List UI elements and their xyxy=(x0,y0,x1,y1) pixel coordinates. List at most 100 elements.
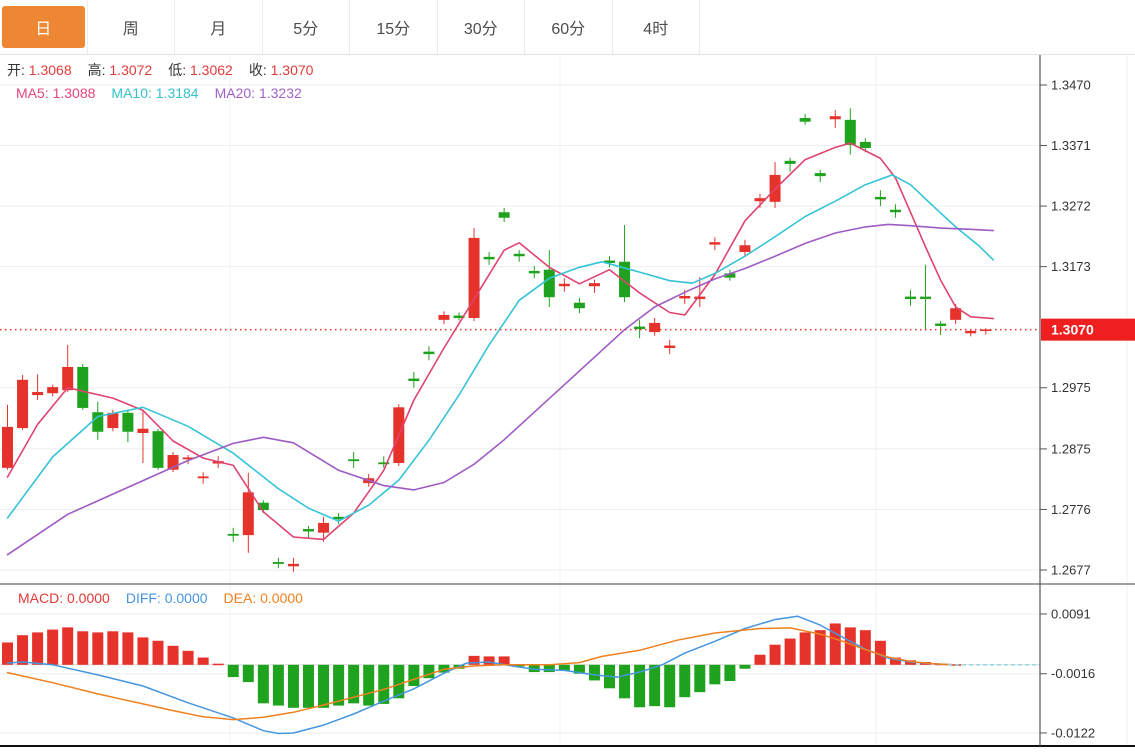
macd-bar xyxy=(468,655,480,665)
macd-bar xyxy=(588,664,600,681)
ohlc-readout: 开: 1.3068 高: 1.3072 低: 1.3062 收: 1.3070 xyxy=(7,60,329,80)
price-axis-label: 1.3470 xyxy=(1051,78,1091,93)
tab-monthly[interactable]: 月 xyxy=(175,0,263,54)
macd-bar xyxy=(257,664,269,704)
macd-bar xyxy=(649,664,661,707)
macd-bar xyxy=(498,656,510,665)
price-axis-label: 1.3173 xyxy=(1051,259,1091,274)
macd-bar xyxy=(634,664,646,708)
candle-body xyxy=(905,296,916,300)
candle-body xyxy=(408,378,420,382)
timeframe-tabbar: 日 周 月 5分 15分 30分 60分 4时 xyxy=(0,0,1135,55)
price-axis-label: 1.3272 xyxy=(1051,199,1091,214)
candle-body xyxy=(272,562,284,564)
candle-body xyxy=(799,118,811,122)
macd-bar xyxy=(287,664,299,708)
ma-item-0: MA5: 1.3088 xyxy=(16,85,96,101)
candle-body xyxy=(935,323,947,326)
candle-body xyxy=(619,261,631,298)
macd-bar xyxy=(318,664,330,708)
ma-item-2: MA20: 1.3232 xyxy=(214,85,302,101)
candle-body xyxy=(844,119,856,145)
tab-weekly[interactable]: 周 xyxy=(88,0,175,54)
macd-legend: MACD: 0.0000 DIFF: 0.0000 DEA: 0.0000 xyxy=(18,590,319,606)
tab-60min[interactable]: 60分 xyxy=(525,0,613,54)
macd-bar xyxy=(528,664,540,673)
macd-bar xyxy=(754,654,766,665)
tab-label: 4时 xyxy=(643,21,669,38)
candle-body xyxy=(874,196,886,200)
macd-bar xyxy=(709,664,721,685)
candle-body xyxy=(318,522,330,533)
tab-30min[interactable]: 30分 xyxy=(438,0,525,54)
macd-bar xyxy=(333,664,345,706)
macd-bar xyxy=(107,631,119,665)
candle-body xyxy=(182,457,194,460)
candle-body xyxy=(483,256,495,260)
macd-bar xyxy=(664,664,676,708)
macd-item-1: DIFF: 0.0000 xyxy=(125,590,208,606)
macd-bar xyxy=(393,664,405,699)
candle-body xyxy=(47,387,59,394)
candle-body xyxy=(528,270,540,274)
candle-body xyxy=(588,283,600,287)
candle-body xyxy=(950,308,962,320)
active-tab-highlight xyxy=(2,6,85,48)
candle-body xyxy=(634,326,646,330)
macd-bar xyxy=(242,664,254,683)
candle-body xyxy=(122,412,134,432)
candle-body xyxy=(2,426,13,468)
macd-bar xyxy=(17,635,29,665)
candle-body xyxy=(573,302,585,309)
macd-axis-label: -0.0122 xyxy=(1051,725,1095,740)
macd-bar xyxy=(799,632,811,665)
candle-body xyxy=(679,296,691,299)
candle-body xyxy=(754,198,766,202)
candle-body xyxy=(378,462,390,465)
candle-body xyxy=(167,455,179,470)
macd-bar xyxy=(363,664,375,706)
ohlc-item-3: 收: 1.3070 xyxy=(248,62,314,78)
candle-body xyxy=(438,314,450,320)
price-axis-label: 1.2975 xyxy=(1051,380,1091,395)
ma-line-ma20 xyxy=(6,223,995,556)
tab-5min[interactable]: 5分 xyxy=(263,0,350,54)
price-axis-label: 1.2776 xyxy=(1051,502,1091,517)
candle-body xyxy=(287,563,299,567)
macd-bar xyxy=(769,644,781,665)
macd-bar xyxy=(829,623,841,665)
macd-bar xyxy=(272,664,284,706)
candle-body xyxy=(32,392,44,396)
tab-label: 5分 xyxy=(293,21,319,38)
tab-daily[interactable]: 日 xyxy=(0,0,88,54)
current-price-badge xyxy=(1041,318,1135,341)
candle-body xyxy=(498,212,510,218)
tab-15min[interactable]: 15分 xyxy=(350,0,438,54)
candle-body xyxy=(92,412,104,432)
macd-bar xyxy=(874,640,886,665)
macd-bar xyxy=(197,657,209,665)
tab-4hour[interactable]: 4时 xyxy=(613,0,700,54)
macd-item-2: DEA: 0.0000 xyxy=(223,590,303,606)
tab-label: 30分 xyxy=(463,21,498,38)
candle-body xyxy=(257,502,269,511)
macd-bar xyxy=(227,664,239,678)
macd-bar xyxy=(423,664,435,679)
macd-bar xyxy=(543,664,555,673)
candle-body xyxy=(468,237,480,319)
macd-bar xyxy=(408,664,420,687)
macd-bar xyxy=(62,627,74,665)
macd-bar xyxy=(122,632,134,665)
macd-bar xyxy=(483,656,495,665)
macd-bar xyxy=(137,637,149,665)
macd-bar xyxy=(814,630,826,665)
candle-body xyxy=(107,412,119,429)
candle-body xyxy=(77,366,89,408)
candle-body xyxy=(242,492,254,536)
tab-label: 日 xyxy=(35,21,52,38)
candle-body xyxy=(889,209,901,213)
macd-bar xyxy=(212,663,224,666)
macd-bar xyxy=(558,664,570,671)
